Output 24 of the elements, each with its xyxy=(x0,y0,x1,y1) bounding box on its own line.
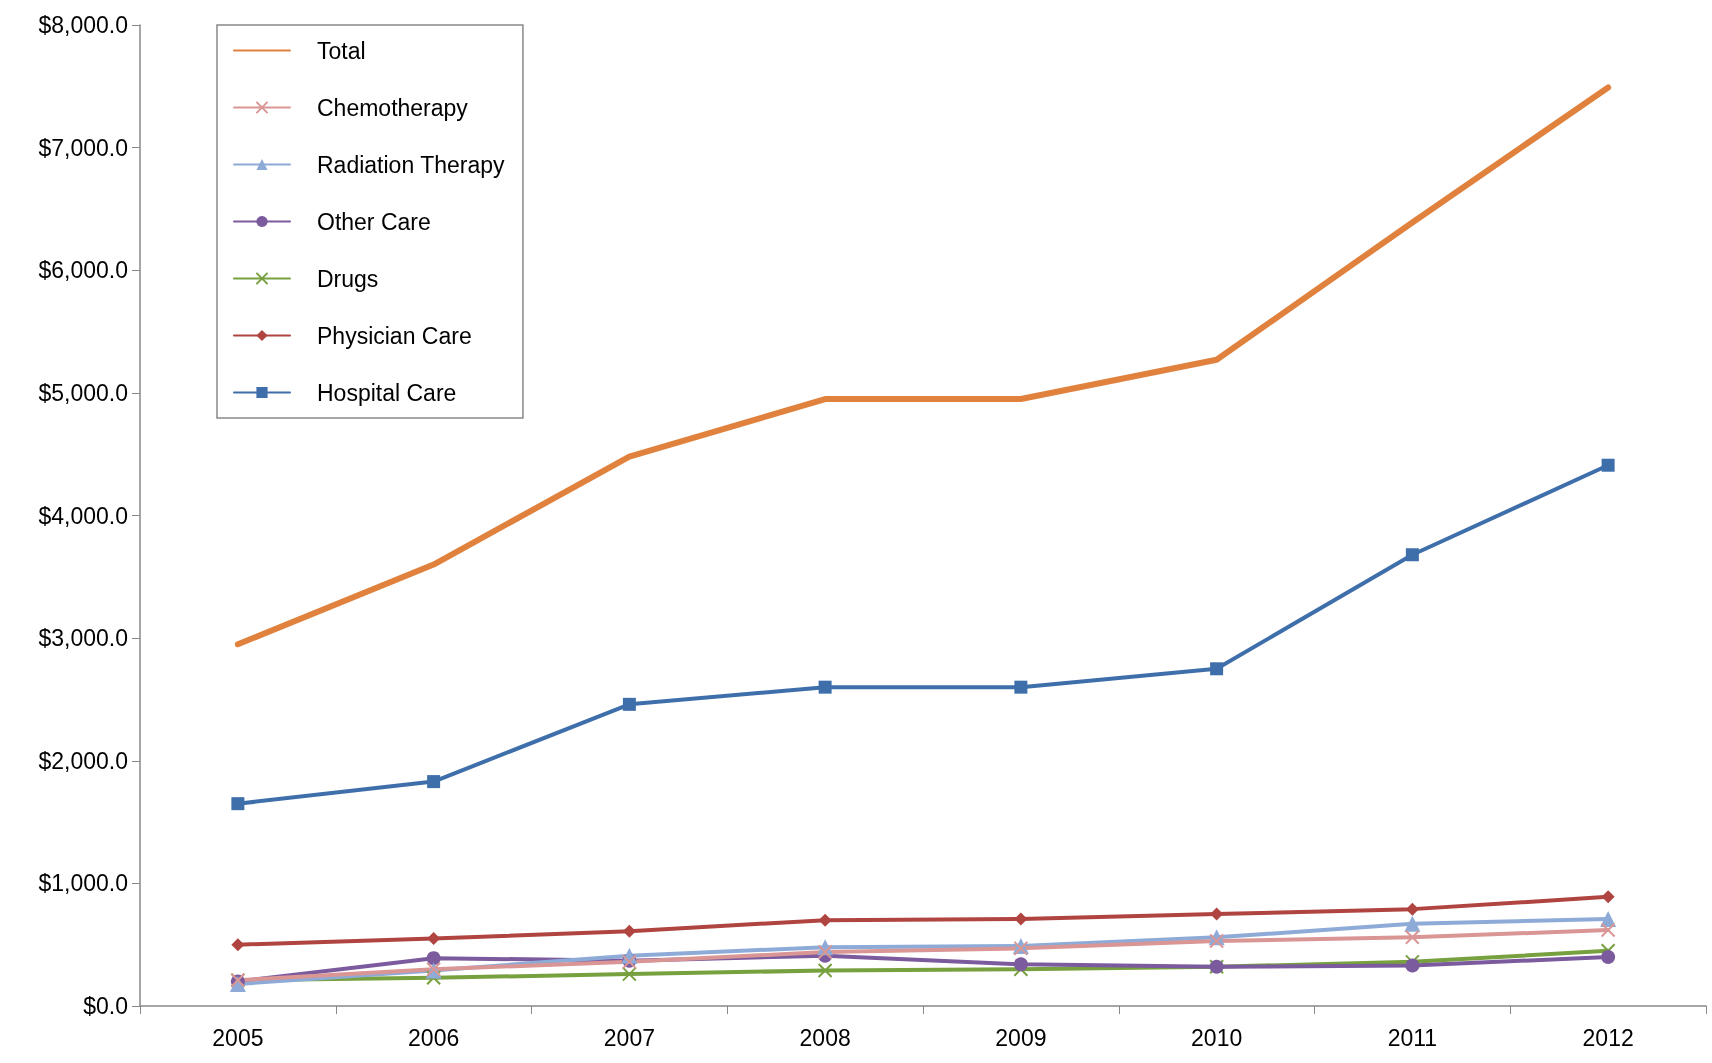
y-tick-label: $7,000.0 xyxy=(38,134,128,161)
legend-label: Other Care xyxy=(317,208,431,235)
x-tick-label: 2005 xyxy=(212,1024,264,1051)
legend-label: Hospital Care xyxy=(317,379,457,406)
legend-label: Drugs xyxy=(317,265,379,292)
legend-label: Physician Care xyxy=(317,322,472,349)
legend-label: Radiation Therapy xyxy=(317,151,506,178)
y-tick-label: $4,000.0 xyxy=(38,502,128,529)
x-tick-label: 2011 xyxy=(1387,1024,1438,1051)
legend-label: Chemotherapy xyxy=(317,94,469,121)
x-tick-label: 2010 xyxy=(1191,1024,1243,1051)
y-tick-label: $2,000.0 xyxy=(38,747,128,774)
y-tick-label: $0.0 xyxy=(83,993,128,1019)
x-tick-label: 2007 xyxy=(603,1024,655,1051)
x-tick-label: 2006 xyxy=(408,1024,460,1051)
legend-label: Total xyxy=(317,37,366,64)
y-tick-label: $8,000.0 xyxy=(38,12,128,38)
y-tick-label: $3,000.0 xyxy=(38,625,128,652)
y-tick-label: $5,000.0 xyxy=(38,379,128,406)
x-tick-label: 2008 xyxy=(799,1024,851,1051)
x-tick-label: 2012 xyxy=(1582,1024,1634,1051)
x-tick-label: 2009 xyxy=(995,1024,1047,1051)
y-tick-label: $6,000.0 xyxy=(38,257,128,284)
y-tick-label: $1,000.0 xyxy=(38,870,128,897)
